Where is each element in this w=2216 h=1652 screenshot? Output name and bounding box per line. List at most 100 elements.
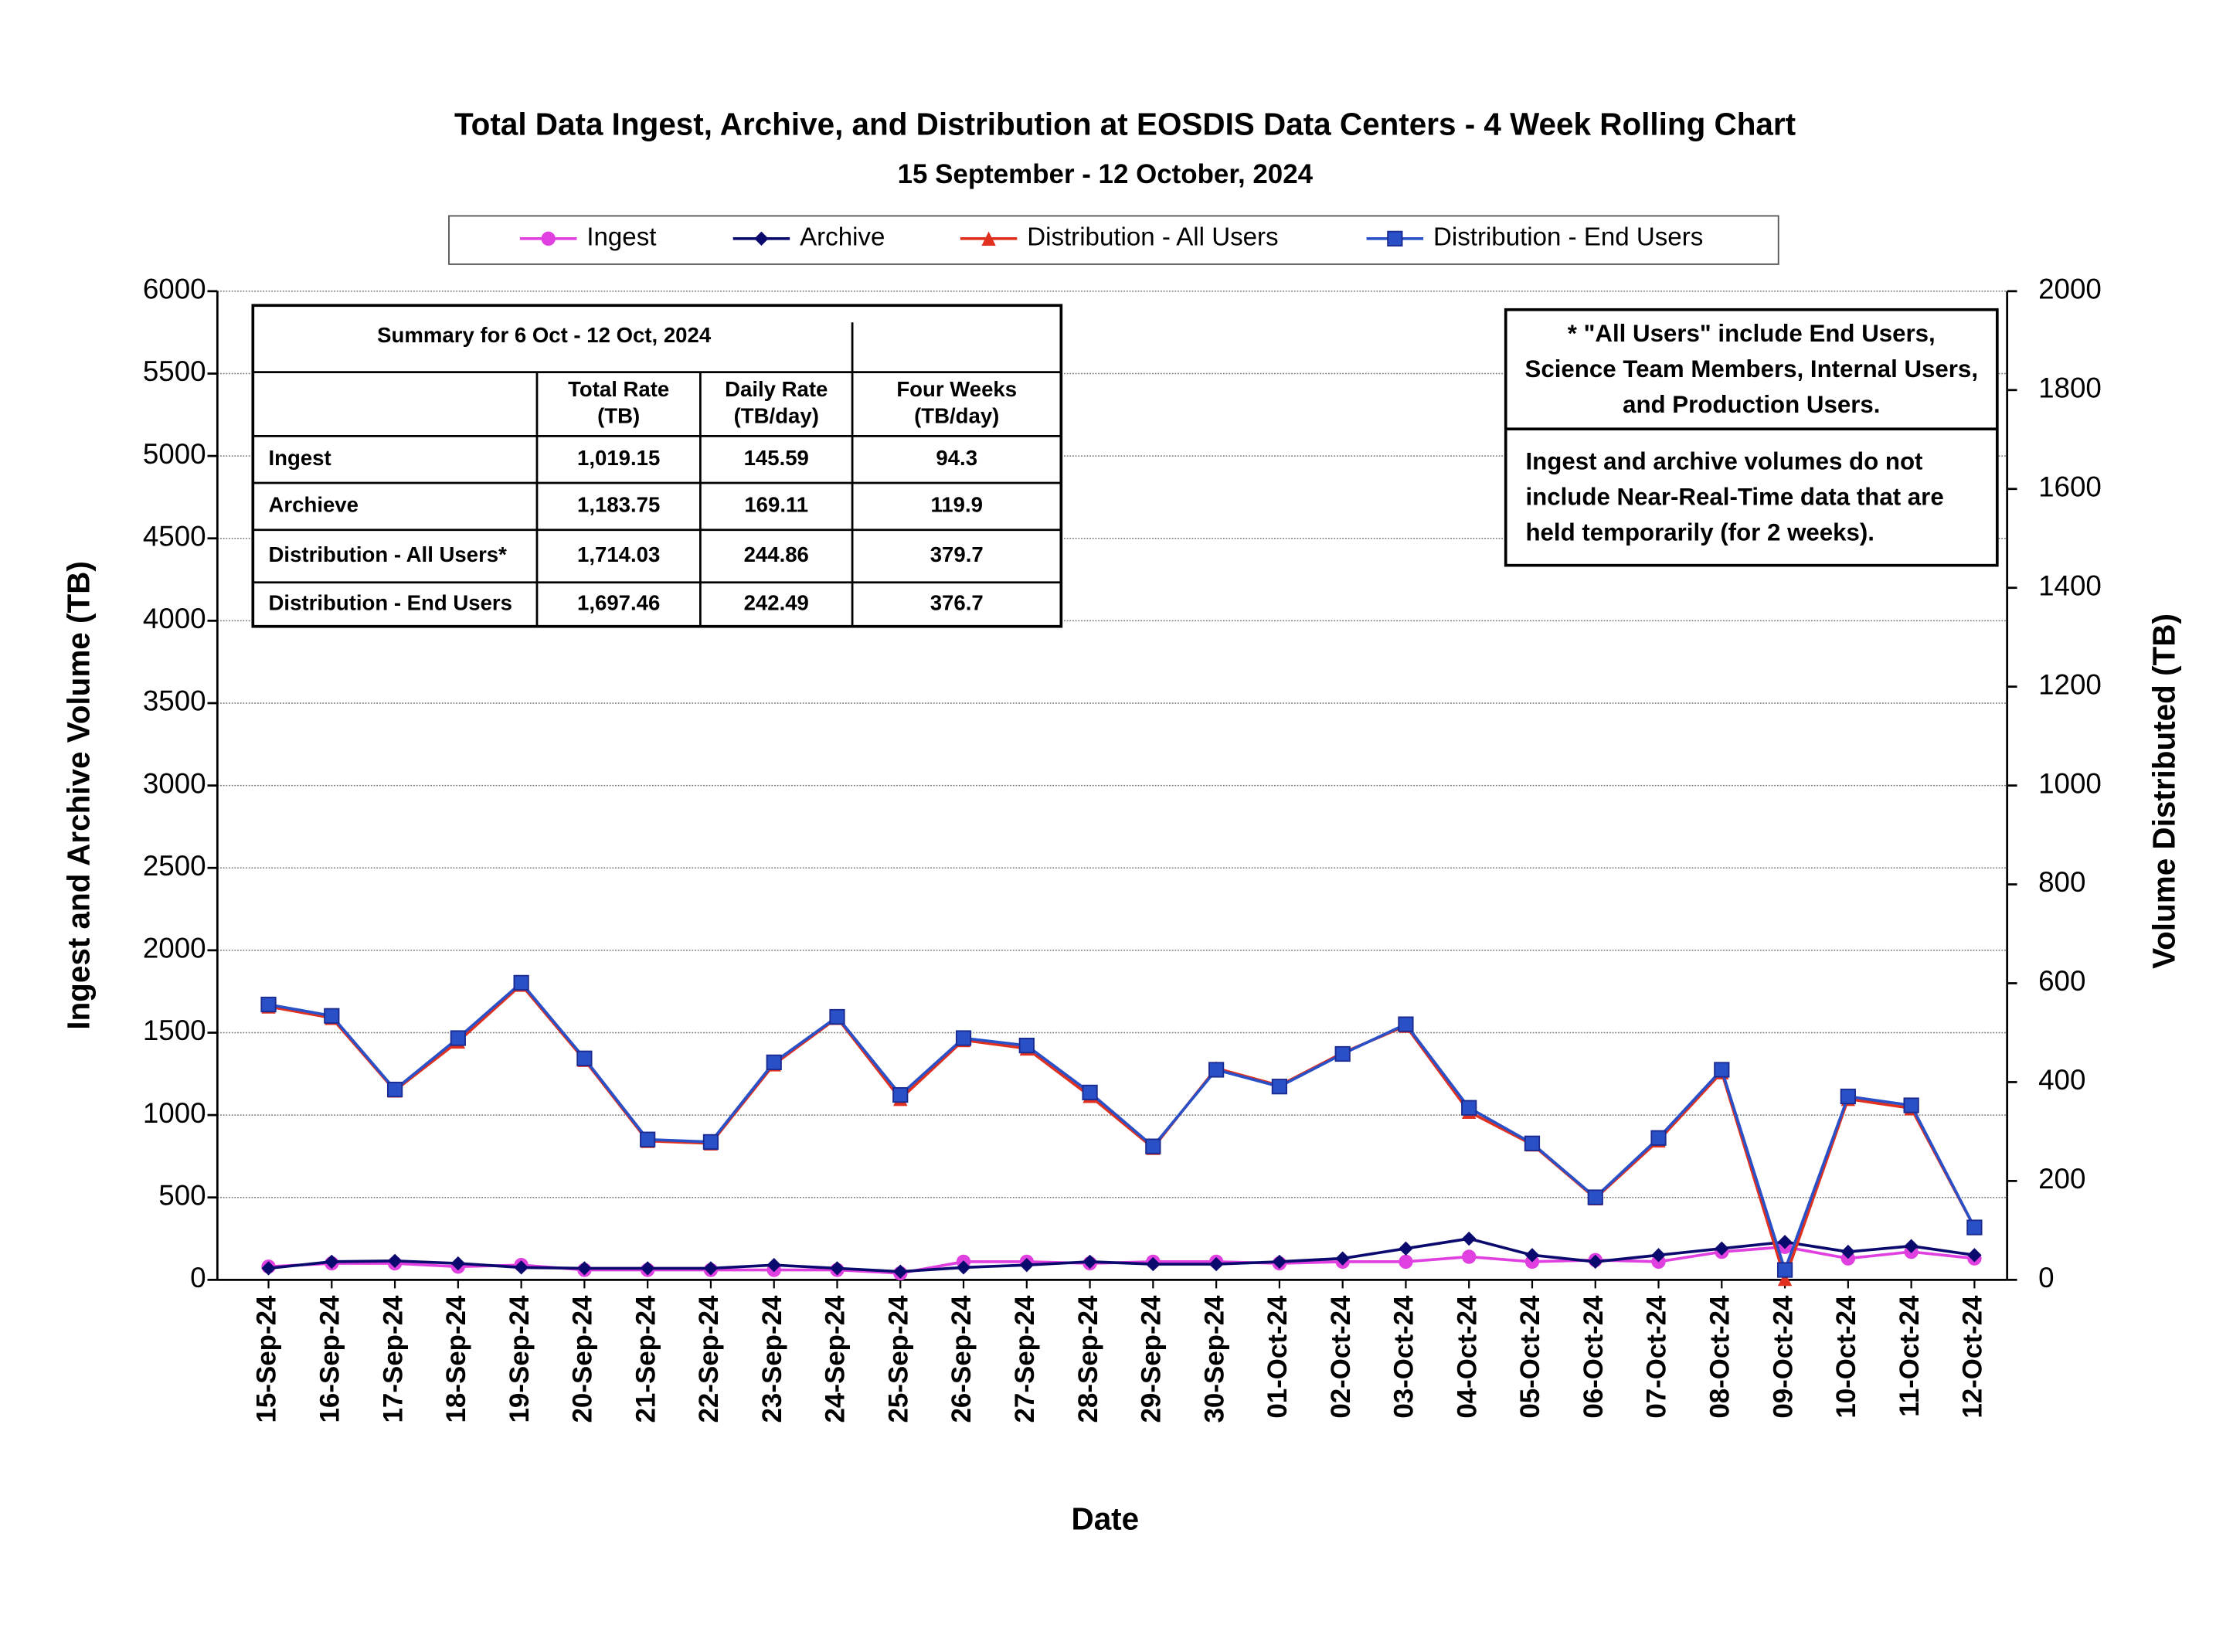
data-point bbox=[1271, 1079, 1288, 1095]
note-text: and Production Users. bbox=[1623, 391, 1880, 418]
x-tick-label: 09-Oct-24 bbox=[1768, 1295, 1798, 1419]
data-point bbox=[260, 996, 277, 1013]
table-header: Four Weeks bbox=[896, 377, 1017, 401]
table-cell: 1,697.46 bbox=[577, 590, 660, 614]
data-point bbox=[1777, 1271, 1793, 1287]
x-tick-label: 10-Oct-24 bbox=[1831, 1295, 1861, 1419]
y2-tick-label: 1200 bbox=[2038, 668, 2102, 700]
y-tick-label: 500 bbox=[158, 1179, 206, 1211]
table-header: (TB) bbox=[597, 404, 640, 428]
y-tick-label: 5000 bbox=[143, 438, 206, 470]
x-tick-label: 29-Sep-24 bbox=[1137, 1295, 1167, 1423]
data-point bbox=[1776, 1262, 1793, 1278]
data-point bbox=[324, 1008, 340, 1024]
table-cell: 376.7 bbox=[930, 590, 984, 614]
x-tick-label: 27-Sep-24 bbox=[1010, 1295, 1040, 1423]
data-point bbox=[1208, 1062, 1225, 1078]
legend-label: Archive bbox=[800, 223, 885, 252]
y-tick-label: 2500 bbox=[143, 850, 206, 882]
x-tick-label: 02-Oct-24 bbox=[1326, 1295, 1356, 1419]
x-axis-title: Date bbox=[1071, 1501, 1139, 1537]
y-tick-label: 1500 bbox=[143, 1015, 206, 1046]
x-tick-label: 11-Oct-24 bbox=[1895, 1295, 1925, 1417]
note-text: include Near-Real-Time data that are bbox=[1525, 484, 1943, 511]
chart-subtitle: 15 September - 12 October, 2024 bbox=[898, 159, 1314, 189]
row-label: Archieve bbox=[269, 493, 359, 517]
x-tick-label: 12-Oct-24 bbox=[1958, 1295, 1988, 1419]
x-tick-label: 19-Sep-24 bbox=[505, 1295, 535, 1423]
x-tick-label: 03-Oct-24 bbox=[1389, 1295, 1419, 1419]
data-point bbox=[1462, 1249, 1477, 1264]
data-point bbox=[1082, 1084, 1098, 1100]
data-point bbox=[577, 1261, 592, 1276]
data-point bbox=[1461, 1100, 1477, 1116]
data-point bbox=[386, 1081, 403, 1098]
y-tick-label: 6000 bbox=[143, 274, 206, 305]
table-cell: 1,019.15 bbox=[577, 446, 660, 470]
data-point bbox=[1398, 1016, 1414, 1032]
data-point bbox=[387, 1253, 403, 1269]
legend-label: Distribution - End Users bbox=[1433, 223, 1703, 252]
legend-marker bbox=[541, 231, 556, 246]
x-tick-label: 16-Sep-24 bbox=[315, 1295, 345, 1423]
table-cell: 1,714.03 bbox=[577, 542, 660, 566]
table-cell: 244.86 bbox=[744, 542, 809, 566]
x-tick-label: 26-Sep-24 bbox=[947, 1295, 977, 1423]
legend-box bbox=[448, 215, 1779, 265]
x-tick-label: 17-Sep-24 bbox=[378, 1295, 408, 1423]
y-tick-label: 2000 bbox=[143, 933, 206, 964]
y-tick-label: 0 bbox=[190, 1262, 206, 1293]
data-point bbox=[1840, 1088, 1856, 1105]
data-point bbox=[829, 1008, 845, 1025]
note-text: held temporarily (for 2 weeks). bbox=[1525, 518, 1874, 546]
data-point bbox=[703, 1261, 719, 1276]
note-text: * "All Users" include End Users, bbox=[1568, 320, 1936, 347]
note-text: Ingest and archive volumes do not bbox=[1525, 448, 1923, 475]
table-cell: 169.11 bbox=[744, 493, 808, 517]
y2-tick-label: 1800 bbox=[2038, 372, 2102, 404]
data-point bbox=[1018, 1038, 1035, 1054]
y2-tick-label: 1000 bbox=[2038, 767, 2102, 799]
y-tick-label: 3000 bbox=[143, 767, 206, 799]
data-point bbox=[1524, 1135, 1541, 1151]
data-point bbox=[766, 1054, 782, 1070]
x-tick-label: 25-Sep-24 bbox=[883, 1295, 913, 1423]
data-point bbox=[702, 1134, 719, 1150]
summary-title: Summary for 6 Oct - 12 Oct, 2024 bbox=[377, 323, 712, 347]
x-tick-label: 06-Oct-24 bbox=[1579, 1295, 1609, 1419]
y-tick-label: 4000 bbox=[143, 603, 206, 634]
data-point bbox=[1904, 1239, 1919, 1253]
x-tick-label: 01-Oct-24 bbox=[1263, 1295, 1293, 1419]
y-tick-label: 4500 bbox=[143, 520, 206, 552]
data-point bbox=[261, 1261, 276, 1276]
series-line bbox=[268, 1237, 1975, 1273]
data-point bbox=[640, 1131, 656, 1147]
y2-tick-label: 1600 bbox=[2038, 471, 2102, 502]
y2-tick-label: 600 bbox=[2038, 965, 2085, 997]
x-tick-label: 23-Sep-24 bbox=[757, 1295, 787, 1423]
legend-label: Distribution - All Users bbox=[1027, 223, 1278, 252]
x-tick-label: 18-Sep-24 bbox=[441, 1295, 471, 1423]
y2-tick-label: 0 bbox=[2038, 1262, 2054, 1293]
data-point bbox=[893, 1264, 908, 1279]
y-tick-label: 5500 bbox=[143, 355, 206, 387]
row-label: Ingest bbox=[269, 446, 331, 470]
data-point bbox=[640, 1261, 655, 1276]
data-point bbox=[955, 1030, 972, 1046]
data-point bbox=[576, 1050, 593, 1066]
x-tick-label: 15-Sep-24 bbox=[252, 1295, 282, 1423]
x-tick-label: 28-Sep-24 bbox=[1073, 1295, 1103, 1423]
x-tick-label: 22-Sep-24 bbox=[694, 1295, 724, 1423]
row-label: Distribution - All Users* bbox=[269, 542, 508, 566]
y2-tick-label: 200 bbox=[2038, 1163, 2085, 1195]
note-text: Science Team Members, Internal Users, bbox=[1525, 355, 1979, 382]
y-tick-label: 1000 bbox=[143, 1097, 206, 1129]
series-line bbox=[268, 981, 1976, 1275]
table-cell: 1,183.75 bbox=[577, 493, 660, 517]
table-cell: 119.9 bbox=[930, 493, 982, 517]
data-point bbox=[513, 974, 529, 991]
data-point bbox=[1399, 1254, 1413, 1270]
data-point bbox=[1146, 1256, 1161, 1272]
x-tick-label: 21-Sep-24 bbox=[630, 1295, 661, 1423]
